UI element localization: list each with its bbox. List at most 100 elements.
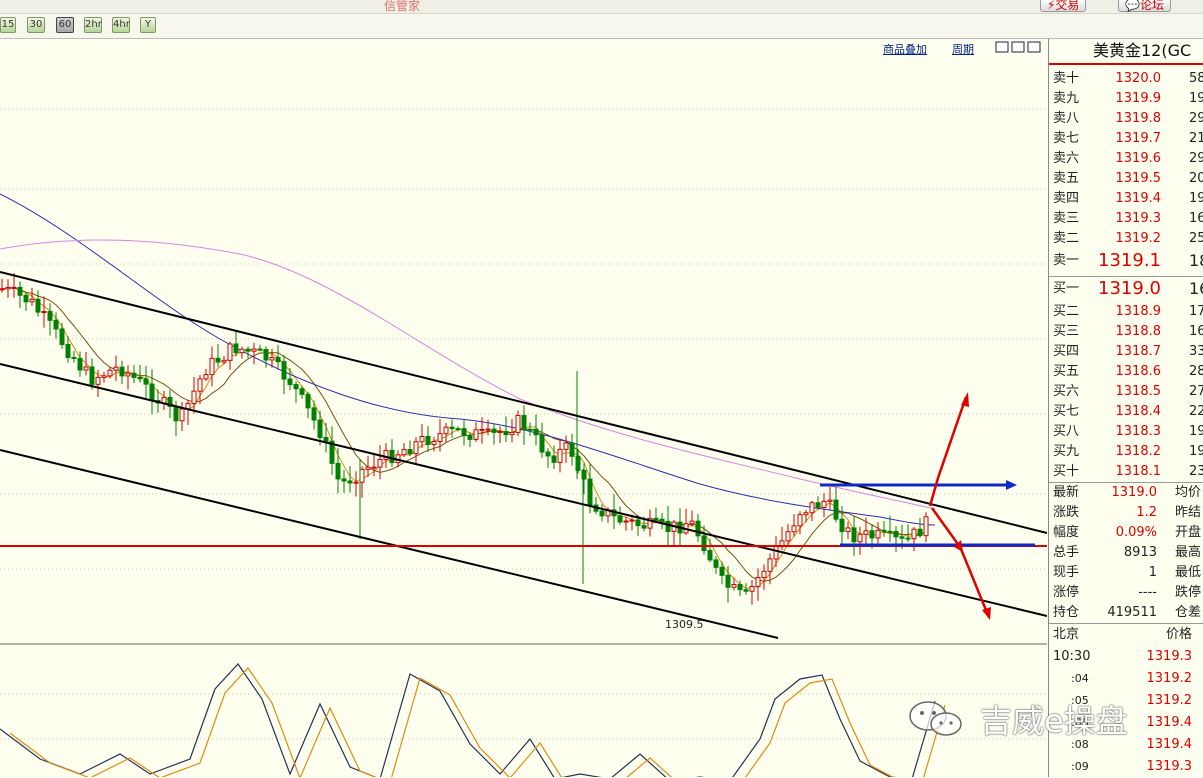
candle-body	[359, 468, 365, 483]
watermark: 吉威e操盘	[906, 692, 1174, 742]
candle-body	[533, 428, 539, 436]
stat-row-range: 幅度 0.09% 开盘	[1053, 525, 1202, 540]
period-button-15[interactable]: 15	[0, 17, 16, 33]
bid-row: 买九 1318.2 19	[1053, 444, 1203, 459]
candle-body	[557, 448, 563, 463]
period-button-2hr[interactable]: 2hr	[84, 17, 102, 33]
panel-toggle-icon[interactable]	[1027, 41, 1041, 53]
price-chart-svg[interactable]: 1309.5	[0, 39, 1047, 777]
candle-body	[299, 388, 305, 395]
candle-body	[569, 442, 575, 457]
forum-button[interactable]: 💬论坛	[1118, 0, 1171, 12]
candle-body	[803, 512, 809, 516]
bid-row: 买三 1318.8 16	[1053, 324, 1203, 339]
candle-body	[437, 433, 443, 442]
candle-body	[857, 533, 863, 543]
candle-body	[107, 369, 113, 377]
chart-nav-icons[interactable]	[995, 41, 1041, 53]
candlestick-chart-area[interactable]: 1309.5	[0, 39, 1047, 777]
candle-body	[401, 449, 407, 456]
candle-body	[431, 440, 437, 445]
candle-body	[503, 431, 509, 436]
candle-body	[839, 518, 845, 533]
overlay-commodity-link[interactable]: 商品叠加	[883, 43, 927, 56]
candle-body	[77, 357, 83, 371]
candle-body	[377, 458, 383, 468]
stat-row-limit: 涨停 ---- 跌停	[1053, 585, 1202, 600]
candle-body	[479, 428, 485, 431]
candle-body	[581, 469, 587, 480]
trade-button[interactable]: ⚡交易	[1040, 0, 1087, 12]
candle-body	[227, 343, 233, 361]
candle-body	[89, 366, 95, 385]
tick-row: 10:30 1319.3	[1053, 649, 1192, 664]
candle-body	[551, 455, 557, 463]
period-button-4hr[interactable]: 4hr	[112, 17, 130, 33]
candle-body	[131, 372, 137, 378]
candle-body	[731, 584, 737, 588]
oscillator-fast-line	[0, 663, 936, 777]
period-button-30[interactable]: 30	[27, 17, 45, 33]
red-scenario-arrows	[928, 392, 991, 620]
candle-body	[245, 348, 251, 352]
candle-body	[197, 378, 203, 392]
candle-body	[785, 531, 791, 542]
candle-body	[563, 442, 569, 450]
low-price-label: 1309.5	[665, 618, 704, 631]
candle-body	[125, 372, 131, 377]
resistance-arrow-head	[1006, 480, 1017, 490]
candle-body	[773, 546, 779, 560]
tick-row: :04 1319.2	[1071, 671, 1192, 686]
candle-body	[869, 530, 875, 539]
scroll-right-icon[interactable]	[1011, 41, 1025, 53]
candle-body	[335, 462, 341, 480]
candle-body	[11, 286, 17, 289]
tick-row: :05 1319.2	[1071, 693, 1192, 708]
quote-panel: 美黄金12(GC 卖十 1320.0 58 卖九 1319.9 19 卖八 1319.8 2…	[1048, 39, 1203, 777]
candle-body	[875, 529, 881, 539]
candle-body	[515, 414, 521, 433]
candle-body	[863, 530, 869, 535]
down-short-arrow	[930, 507, 962, 548]
stat-row-current: 现手 1 最低	[1053, 565, 1202, 580]
stat-row-open-interest: 持仓 419511 仓差	[1053, 605, 1202, 620]
candle-body	[899, 536, 905, 539]
ask-row: 卖八 1319.8 29	[1053, 111, 1203, 126]
candle-body	[881, 529, 887, 532]
candle-body	[17, 286, 23, 296]
period-toolbar: 15 30 60 2hr 4hr Y	[0, 14, 1203, 39]
candle-body	[47, 311, 53, 321]
down-scenario-arrow	[959, 548, 990, 616]
candle-body	[767, 558, 773, 572]
candle-body	[833, 499, 839, 520]
period-button-year[interactable]: Y	[140, 17, 156, 33]
candle-body	[791, 525, 797, 533]
candle-body	[539, 434, 545, 453]
candle-body	[311, 407, 317, 421]
candle-body	[29, 298, 35, 303]
candle-body	[725, 574, 731, 588]
candle-body	[617, 515, 623, 523]
ask-row: 卖九 1319.9 19	[1053, 91, 1203, 106]
candle-body	[419, 435, 425, 443]
candle-body	[329, 440, 335, 464]
down-arrow-head	[982, 607, 991, 620]
title-bar: 信管家 ⚡交易 💬论坛	[0, 0, 1203, 14]
candle-body	[647, 517, 653, 529]
candle-body	[215, 357, 221, 363]
candle-body	[545, 451, 551, 457]
scroll-left-icon[interactable]	[995, 41, 1009, 53]
candle-body	[365, 466, 371, 470]
candle-body	[473, 429, 479, 440]
ask-row: 卖二 1319.2 25	[1053, 231, 1203, 246]
candle-body	[167, 396, 173, 407]
period-link[interactable]: 周期	[952, 43, 974, 56]
candle-body	[827, 499, 833, 502]
candle-body	[233, 343, 239, 354]
period-button-60[interactable]: 60	[56, 17, 74, 33]
wechat-icon	[909, 701, 962, 736]
ask-row: 卖四 1319.4 19	[1053, 191, 1203, 206]
candle-body	[713, 559, 719, 568]
